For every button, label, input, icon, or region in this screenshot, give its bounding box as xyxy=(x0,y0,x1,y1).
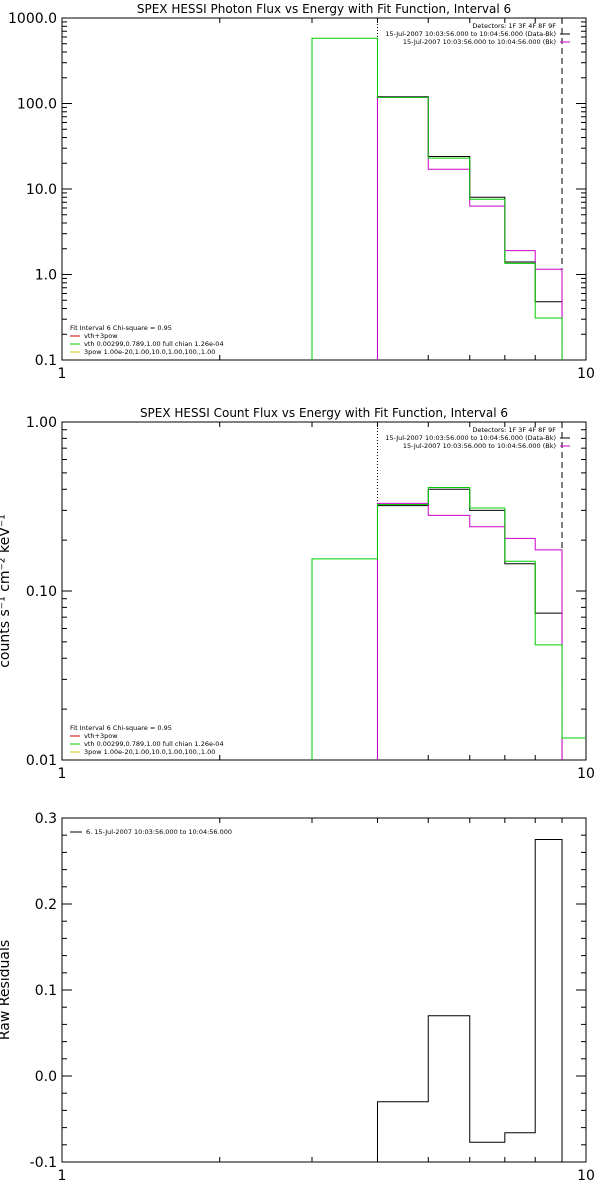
x-tick-label: 10 xyxy=(577,1168,595,1184)
legend-entry: vth 0.00299,0.789,1.00 full chian 1.26e-… xyxy=(84,740,224,748)
y-tick-label: 0.1 xyxy=(35,983,57,999)
chart-panel-2: SPEX HESSI Count Flux vs Energy with Fit… xyxy=(0,406,595,782)
fit-info-label: Fit Interval 6 Chi-square = 0.95 xyxy=(70,324,172,332)
y-tick-label: 0.10 xyxy=(26,584,57,600)
y-tick-label: 0.2 xyxy=(35,897,57,913)
legend-entry: 15-Jul-2007 10:03:56.000 to 10:04:56.000… xyxy=(385,434,556,442)
detectors-label: Detectors: 1F 3F 4F 8F 9F xyxy=(472,426,556,434)
y-tick-label: 1.0 xyxy=(35,268,57,284)
chart-panel-1: SPEX HESSI Photon Flux vs Energy with Fi… xyxy=(8,2,595,382)
chart-title: SPEX HESSI Count Flux vs Energy with Fit… xyxy=(140,406,508,420)
legend-entry: 15-Jul-2007 10:03:56.000 to 10:04:56.000… xyxy=(385,30,556,38)
x-tick-label: 1 xyxy=(58,366,67,382)
y-tick-label: -0.1 xyxy=(30,1155,57,1171)
series-vth-3pow xyxy=(311,486,586,760)
legend-entry: 15-Jul-2007 10:03:56.000 to 10:04:56.000… xyxy=(403,442,556,450)
legend-entry: 6. 15-Jul-2007 10:03:56.000 to 10:04:56.… xyxy=(86,828,232,836)
detectors-label: Detectors: 1F 3F 4F 8F 9F xyxy=(472,22,556,30)
series-bk xyxy=(376,502,563,760)
series-data-bk xyxy=(376,488,563,760)
y-tick-label: 0.1 xyxy=(35,353,57,369)
y-tick-label: 1000.0 xyxy=(8,11,57,27)
legend-entry: 3pow 1.00e-20,1.00,10.0,1.00,100.,1.00 xyxy=(84,748,215,756)
y-axis-label: counts s⁻¹ cm⁻² keV⁻¹ xyxy=(0,514,13,668)
chart-title: SPEX HESSI Photon Flux vs Energy with Fi… xyxy=(137,2,511,16)
legend-entry: 3pow 1.00e-20,1.00,10.0,1.00,100.,1.00 xyxy=(84,348,215,356)
legend-entry: vth+3pow xyxy=(84,732,118,740)
x-tick-label: 1 xyxy=(58,766,67,782)
plot-frame xyxy=(61,421,587,761)
y-tick-label: 0.0 xyxy=(35,1069,57,1085)
y-tick-label: 1.00 xyxy=(26,415,57,431)
chart-panel-3: Raw Residuals 1 10 -0.1 0.0 0.1 0.2 0.3 6. 15-Ju… xyxy=(0,811,595,1184)
y-tick-label: 10.0 xyxy=(26,182,57,198)
series-residuals xyxy=(376,839,563,1162)
series-data-bk xyxy=(376,96,563,360)
x-tick-label: 10 xyxy=(577,366,595,382)
y-tick-label: 0.01 xyxy=(26,753,57,769)
series-vth-3pow xyxy=(311,37,563,360)
y-axis-label: Raw Residuals xyxy=(0,940,13,1040)
x-tick-label: 10 xyxy=(577,766,595,782)
series-bk xyxy=(376,96,563,360)
legend-entry: vth 0.00299,0.789,1.00 full chian 1.26e-… xyxy=(84,340,224,348)
y-tick-label: 0.3 xyxy=(35,811,57,827)
legend-entry: vth+3pow xyxy=(84,332,118,340)
plot-frame xyxy=(61,17,587,361)
y-tick-label: 100.0 xyxy=(17,97,57,113)
plot-frame xyxy=(61,817,587,1163)
x-tick-label: 1 xyxy=(58,1168,67,1184)
legend-entry: 15-Jul-2007 10:03:56.000 to 10:04:56.000… xyxy=(403,38,556,46)
fit-info-label: Fit Interval 6 Chi-square = 0.95 xyxy=(70,724,172,732)
